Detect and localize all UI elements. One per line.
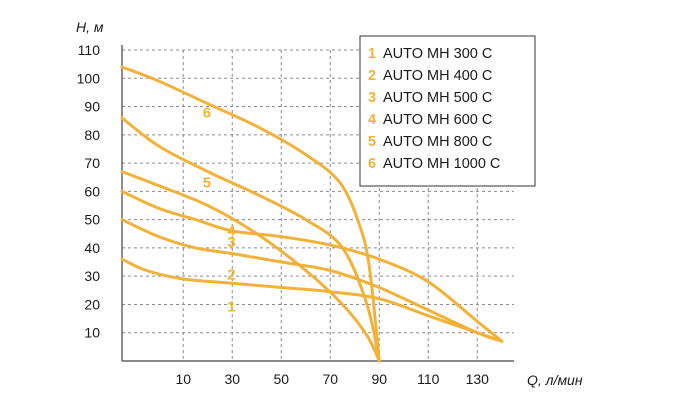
legend-entry-3: AUTO MH 500 C xyxy=(383,90,492,106)
legend: 1 AUTO MH 300 C 2 AUTO MH 400 C 3 AUTO MH 500… xyxy=(359,35,536,187)
curve-labels: 1 2 34 5 6 xyxy=(203,105,237,316)
y-tick-70: 70 xyxy=(84,155,100,171)
tick-labels: 10 20 30 40 50 60 70 80 90 100 110 10 30 50 70 90 110 130 xyxy=(77,42,490,387)
legend-entry-6: AUTO MH 1000 C xyxy=(383,156,500,172)
x-tick-90: 90 xyxy=(371,371,387,387)
x-tick-70: 70 xyxy=(322,371,338,387)
curve-series-3 xyxy=(120,189,504,343)
x-tick-110: 110 xyxy=(417,371,440,387)
curve-label-4: 4 xyxy=(227,223,236,240)
x-tick-50: 50 xyxy=(273,371,289,387)
y-tick-90: 90 xyxy=(84,99,100,115)
curve-series-1 xyxy=(120,257,504,343)
curve-label-3: 3 xyxy=(227,234,235,251)
legend-number-6: 6 xyxy=(368,156,376,172)
legend-number-1: 1 xyxy=(368,46,376,62)
legend-number-4: 4 xyxy=(368,112,376,128)
legend-entry-1: AUTO MH 300 C xyxy=(383,46,492,62)
curve-label-1: 1 xyxy=(227,298,235,315)
legend-number-3: 3 xyxy=(368,90,376,106)
y-tick-60: 60 xyxy=(84,183,100,199)
legend-number-2: 2 xyxy=(368,68,376,84)
legend-entry-4: AUTO MH 600 C xyxy=(383,112,492,128)
y-tick-30: 30 xyxy=(84,268,100,284)
curve-series-2 xyxy=(120,218,504,343)
y-tick-100: 100 xyxy=(77,70,101,86)
x-tick-30: 30 xyxy=(224,371,240,387)
curve-label-5: 5 xyxy=(203,175,211,192)
legend-entry-2: AUTO MH 400 C xyxy=(383,68,492,84)
y-tick-20: 20 xyxy=(84,296,100,312)
curve-series-5 xyxy=(120,116,381,363)
y-tick-40: 40 xyxy=(84,240,100,256)
curve-label-2: 2 xyxy=(227,267,235,284)
legend-number-5: 5 xyxy=(368,134,376,150)
x-axis-label: Q, л/мин xyxy=(527,372,583,388)
y-tick-110: 110 xyxy=(78,42,101,58)
curves xyxy=(120,65,504,363)
y-axis-label: H, м xyxy=(76,19,104,35)
curve-series-6 xyxy=(120,65,381,363)
curve-label-6: 6 xyxy=(203,105,211,122)
x-tick-10: 10 xyxy=(175,371,191,387)
legend-box xyxy=(359,35,536,187)
curve-series-4 xyxy=(120,170,381,363)
y-tick-50: 50 xyxy=(84,212,100,228)
x-tick-130: 130 xyxy=(466,371,490,387)
legend-entry-5: AUTO MH 800 C xyxy=(383,134,492,150)
axes xyxy=(121,45,514,362)
y-tick-80: 80 xyxy=(84,127,100,143)
y-tick-10: 10 xyxy=(84,325,100,341)
